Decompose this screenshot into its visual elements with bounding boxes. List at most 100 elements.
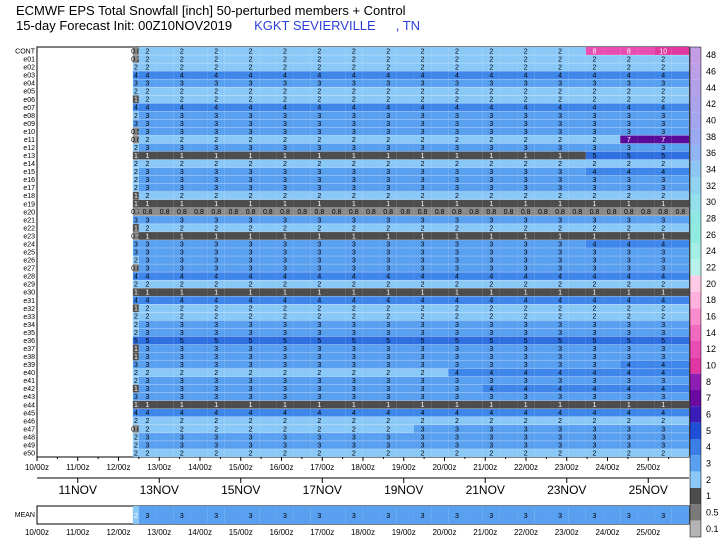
heatmap-cell xyxy=(362,223,380,232)
heatmap-cell xyxy=(585,47,604,56)
heatmap-cell xyxy=(190,199,208,208)
heatmap-cell xyxy=(637,352,655,361)
cell-value: 4 xyxy=(249,73,253,80)
heatmap-cell xyxy=(482,111,500,120)
cell-value: 2 xyxy=(180,225,184,232)
heatmap-cell xyxy=(379,424,397,433)
cell-value: 3 xyxy=(661,322,665,329)
heatmap-cell xyxy=(276,280,294,289)
start-cell xyxy=(132,87,139,96)
cell-value: 4 xyxy=(489,298,493,305)
heatmap-cell xyxy=(534,272,552,281)
cell-value: 3 xyxy=(558,169,562,176)
heatmap-cell xyxy=(448,191,466,200)
heatmap-cell xyxy=(671,79,689,88)
heatmap-cell xyxy=(482,247,500,257)
heatmap-cell xyxy=(551,360,569,369)
heatmap-cell xyxy=(276,304,294,313)
heatmap-cell xyxy=(156,71,174,80)
heatmap-cell xyxy=(259,352,277,361)
heatmap-cell xyxy=(276,432,294,441)
heatmap-cell xyxy=(396,159,414,168)
heatmap-cell xyxy=(465,352,483,361)
heatmap-cell xyxy=(224,288,243,297)
cell-value: 3 xyxy=(558,434,562,441)
heatmap-cell xyxy=(345,95,363,104)
heatmap-cell xyxy=(242,256,260,265)
heatmap-cell xyxy=(568,360,586,369)
heatmap-cell xyxy=(534,344,552,353)
cell-value: 4 xyxy=(661,298,665,305)
heatmap-cell xyxy=(259,103,277,112)
heatmap-cell xyxy=(207,215,225,224)
heatmap-cell xyxy=(207,151,225,160)
start-value: 2 xyxy=(134,418,138,425)
heatmap-cell xyxy=(310,63,328,72)
heatmap-cell xyxy=(362,416,380,425)
heatmap-cell xyxy=(603,432,621,441)
cell-value: 2 xyxy=(421,97,425,104)
cell-value: 2 xyxy=(283,282,287,289)
cell-value: 4 xyxy=(524,298,528,305)
cell-value: 3 xyxy=(421,249,425,256)
colorbar-segment xyxy=(690,128,701,145)
heatmap-cell xyxy=(551,304,569,313)
heatmap-cell xyxy=(517,432,535,441)
heatmap-cell xyxy=(259,159,277,168)
heatmap-cell xyxy=(413,207,432,216)
cell-value: 1 xyxy=(146,290,150,297)
heatmap-cell xyxy=(242,440,260,449)
cell-value: 3 xyxy=(249,257,253,264)
heatmap-cell xyxy=(448,199,466,208)
row-label: e01 xyxy=(23,57,35,64)
heatmap-cell xyxy=(310,344,328,353)
heatmap-cell xyxy=(396,320,414,329)
colorbar-label: 12 xyxy=(706,344,716,354)
cell-value: 4 xyxy=(627,274,631,281)
cell-value: 3 xyxy=(180,386,184,393)
start-value: 1 xyxy=(134,306,138,313)
heatmap-cell xyxy=(293,304,311,313)
cell-value: 4 xyxy=(317,410,321,417)
heatmap-cell xyxy=(138,432,157,441)
heatmap-cell xyxy=(517,47,535,56)
heatmap-cell xyxy=(534,400,552,409)
cell-value: 0.8 xyxy=(143,209,153,216)
heatmap-cell xyxy=(327,223,346,232)
heatmap-cell xyxy=(173,280,191,289)
heatmap-cell xyxy=(637,159,655,168)
heatmap-cell xyxy=(345,432,363,441)
heatmap-cell xyxy=(671,207,689,216)
cell-value: 5 xyxy=(558,338,562,345)
colorbar-label: 42 xyxy=(706,99,716,109)
heatmap-cell xyxy=(190,183,208,192)
cell-value: 4 xyxy=(627,370,631,377)
heatmap-cell xyxy=(585,376,604,385)
row-label: e32 xyxy=(23,306,35,313)
heatmap-cell xyxy=(671,127,689,136)
heatmap-cell xyxy=(534,312,552,321)
cell-value: 1 xyxy=(214,153,218,160)
heatmap-cell xyxy=(482,320,500,329)
heatmap-cell xyxy=(362,175,380,184)
heatmap-cell xyxy=(242,328,260,337)
heatmap-cell xyxy=(396,55,414,64)
cell-value: 3 xyxy=(249,81,253,88)
heatmap-cell xyxy=(534,199,552,208)
heatmap-cell xyxy=(637,424,655,433)
cell-value: 4 xyxy=(489,73,493,80)
heatmap-cell xyxy=(190,400,208,409)
heatmap-cell xyxy=(396,215,414,224)
heatmap-cell xyxy=(465,63,483,72)
cell-value: 2 xyxy=(524,306,528,313)
cell-value: 2 xyxy=(592,193,596,200)
start-value: 0.2 xyxy=(131,56,141,63)
start-cell xyxy=(132,215,139,224)
cell-value: 4 xyxy=(524,105,528,112)
heatmap-cell xyxy=(671,344,689,353)
heatmap-cell xyxy=(190,207,208,216)
cell-value: 4 xyxy=(661,362,665,369)
cell-value: 5 xyxy=(455,338,459,345)
heatmap-cell xyxy=(293,256,311,265)
heatmap-cell xyxy=(379,440,397,449)
